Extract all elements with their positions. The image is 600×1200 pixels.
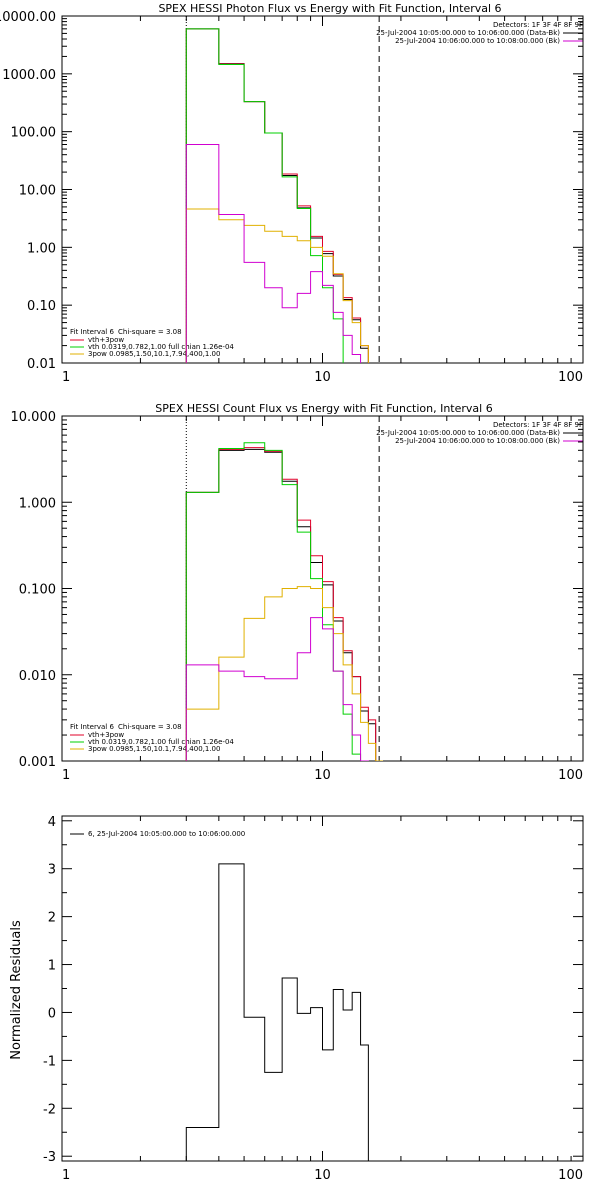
residuals-x-tick-label: 100 [558, 1168, 583, 1183]
residuals-panel: Normalized Residuals 6, 25-Jul-2004 10:0… [9, 815, 584, 1183]
residuals-y-tick-label: 0 [48, 1006, 56, 1021]
count-x-tick-label: 1 [62, 768, 70, 783]
residuals-y-tick-label: 3 [48, 863, 56, 878]
count-data-interval-text: 25-Jul-2004 10:05:00.000 to 10:06:00.000… [376, 429, 560, 437]
photon-y-tick-label: 0.01 [27, 357, 56, 372]
photon-y-tick-label: 1.00 [27, 241, 56, 256]
photon-x-tick-label: 10 [314, 370, 331, 385]
count-chi-square-text: Chi-square = 3.08 [118, 723, 182, 731]
count-x-tick-label: 10 [314, 768, 331, 783]
count-x-tick-label: 100 [558, 768, 583, 783]
residuals-series-residuals [185, 863, 369, 1161]
photon-flux-panel: SPEX HESSI Photon Flux vs Energy with Fi… [0, 2, 584, 385]
residuals-x-tick-label: 1 [62, 1168, 70, 1183]
residuals-y-axis-label: Normalized Residuals [9, 920, 24, 1060]
count-fit-label-red: vth+3pow [88, 731, 124, 739]
count-flux-panel: SPEX HESSI Count Flux vs Energy with Fit… [11, 402, 584, 783]
photon-series-group [185, 28, 369, 363]
count-series-group [185, 442, 384, 761]
residuals-y-tick-label: 2 [48, 911, 56, 926]
count-y-tick-label: 0.001 [19, 755, 56, 770]
photon-chart-title: SPEX HESSI Photon Flux vs Energy with Fi… [158, 2, 501, 15]
residuals-y-tick-label: 1 [48, 959, 56, 974]
count-y-tick-label: 10.000 [11, 410, 57, 425]
count-series-3pow [185, 586, 384, 761]
count-fit-label-yellow: 3pow 0.0985,1.50,10.1,7.94,400,1.00 [88, 745, 220, 753]
photon-series-vth [185, 28, 344, 363]
residuals-series-group [185, 863, 369, 1161]
count-fit-interval-text: Fit Interval 6 [70, 723, 114, 731]
count-y-tick-label: 0.100 [19, 583, 56, 598]
photon-fit-interval-text: Fit Interval 6 [70, 328, 114, 336]
photon-y-tick-label: 10000.00 [0, 10, 56, 25]
residuals-x-tick-label: 10 [314, 1168, 331, 1183]
count-bk-interval-text: 25-Jul-2004 10:06:00.000 to 10:08:00.000… [395, 437, 560, 445]
photon-y-tick-label: 0.10 [27, 299, 56, 314]
photon-bk-interval-text: 25-Jul-2004 10:06:00.000 to 10:08:00.000… [395, 37, 560, 45]
photon-series-background [185, 144, 362, 363]
photon-fit-label-green: vth 0.0319,0.782,1.00 full chian 1.26e-0… [88, 343, 234, 351]
residuals-y-tick-label: -3 [43, 1150, 56, 1165]
residuals-y-tick-label: -1 [43, 1054, 56, 1069]
photon-fit-legend: Fit Interval 6 Chi-square = 3.08 vth+3po… [70, 328, 234, 358]
photon-fit-label-red: vth+3pow [88, 336, 124, 344]
count-fit-label-green: vth 0.0319,0.782,1.00 full chian 1.26e-0… [88, 738, 234, 746]
count-info-block: Detectors: 1F 3F 4F 8F 9F 25-Jul-2004 10… [376, 421, 583, 445]
photon-chi-square-text: Chi-square = 3.08 [118, 328, 182, 336]
count-chart-title: SPEX HESSI Count Flux vs Energy with Fit… [155, 402, 492, 415]
count-series-vth [185, 442, 362, 761]
photon-y-tick-label: 10.00 [19, 184, 56, 199]
residuals-legend-label: 6, 25-Jul-2004 10:05:00.000 to 10:06:00.… [88, 830, 245, 838]
count-fit-legend: Fit Interval 6 Chi-square = 3.08 vth+3po… [70, 723, 234, 753]
photon-data-interval-text: 25-Jul-2004 10:05:00.000 to 10:06:00.000… [376, 29, 560, 37]
photon-fit-label-yellow: 3pow 0.0985,1.50,10.1,7.94,400,1.00 [88, 350, 220, 358]
photon-y-tick-label: 1000.00 [2, 68, 56, 83]
photon-x-tick-label: 1 [62, 370, 70, 385]
photon-detectors-text: Detectors: 1F 3F 4F 8F 9F [493, 21, 583, 29]
count-series-background [185, 617, 369, 761]
photon-x-tick-label: 100 [558, 370, 583, 385]
count-detectors-text: Detectors: 1F 3F 4F 8F 9F [493, 421, 583, 429]
residuals-y-tick-label: 4 [48, 815, 56, 830]
count-y-tick-label: 1.000 [19, 496, 56, 511]
count-y-tick-label: 0.010 [19, 669, 56, 684]
residuals-y-tick-label: -2 [43, 1102, 56, 1117]
photon-y-tick-label: 100.00 [11, 126, 57, 141]
